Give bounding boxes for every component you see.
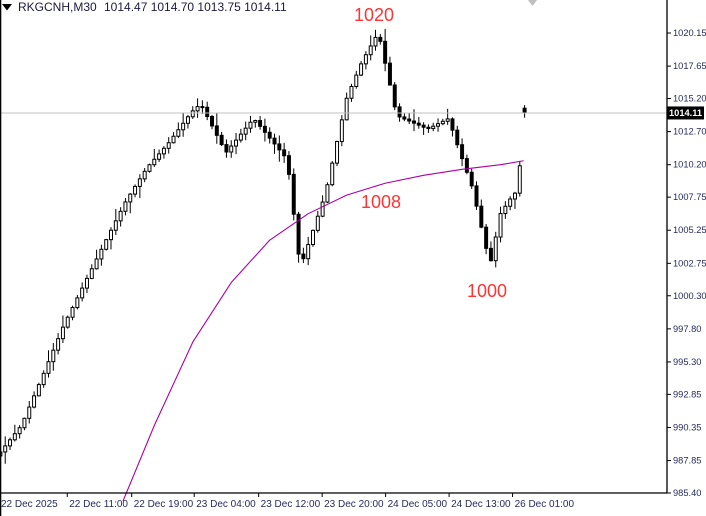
svg-text:992.85: 992.85 <box>673 389 701 399</box>
svg-text:24 Dec 13:00: 24 Dec 13:00 <box>451 499 511 510</box>
svg-text:23 Dec 04:00: 23 Dec 04:00 <box>196 499 256 510</box>
svg-text:1000.30: 1000.30 <box>673 291 706 301</box>
svg-text:1014.11: 1014.11 <box>669 108 702 118</box>
svg-text:987.85: 987.85 <box>673 456 701 466</box>
svg-text:985.40: 985.40 <box>673 488 701 498</box>
svg-text:1014.47 1014.70 1013.75 1014.1: 1014.47 1014.70 1013.75 1014.11 <box>104 0 287 14</box>
svg-text:22 Dec 11:00: 22 Dec 11:00 <box>69 499 128 510</box>
svg-text:1007.75: 1007.75 <box>673 192 706 202</box>
svg-text:22 Dec 2025: 22 Dec 2025 <box>1 499 58 510</box>
svg-text:1002.75: 1002.75 <box>673 258 706 268</box>
svg-text:997.80: 997.80 <box>673 324 701 334</box>
svg-text:RKGCNH,M30: RKGCNH,M30 <box>18 0 97 14</box>
svg-text:22 Dec 19:00: 22 Dec 19:00 <box>134 499 194 510</box>
svg-text:1020.15: 1020.15 <box>673 28 706 38</box>
svg-text:995.30: 995.30 <box>673 357 701 367</box>
svg-text:1000: 1000 <box>467 281 507 301</box>
svg-text:26 Dec 01:00: 26 Dec 01:00 <box>515 499 575 510</box>
svg-text:1017.65: 1017.65 <box>673 61 706 71</box>
svg-text:1010.20: 1010.20 <box>673 160 706 170</box>
svg-text:1020: 1020 <box>354 5 394 25</box>
svg-text:23 Dec 12:00: 23 Dec 12:00 <box>261 499 321 510</box>
svg-text:1005.25: 1005.25 <box>673 225 706 235</box>
svg-text:1008: 1008 <box>361 192 401 212</box>
svg-text:990.35: 990.35 <box>673 422 701 432</box>
svg-text:1012.70: 1012.70 <box>673 127 706 137</box>
svg-text:1015.20: 1015.20 <box>673 94 706 104</box>
svg-text:24 Dec 05:00: 24 Dec 05:00 <box>388 499 448 510</box>
svg-text:23 Dec 20:00: 23 Dec 20:00 <box>324 499 384 510</box>
